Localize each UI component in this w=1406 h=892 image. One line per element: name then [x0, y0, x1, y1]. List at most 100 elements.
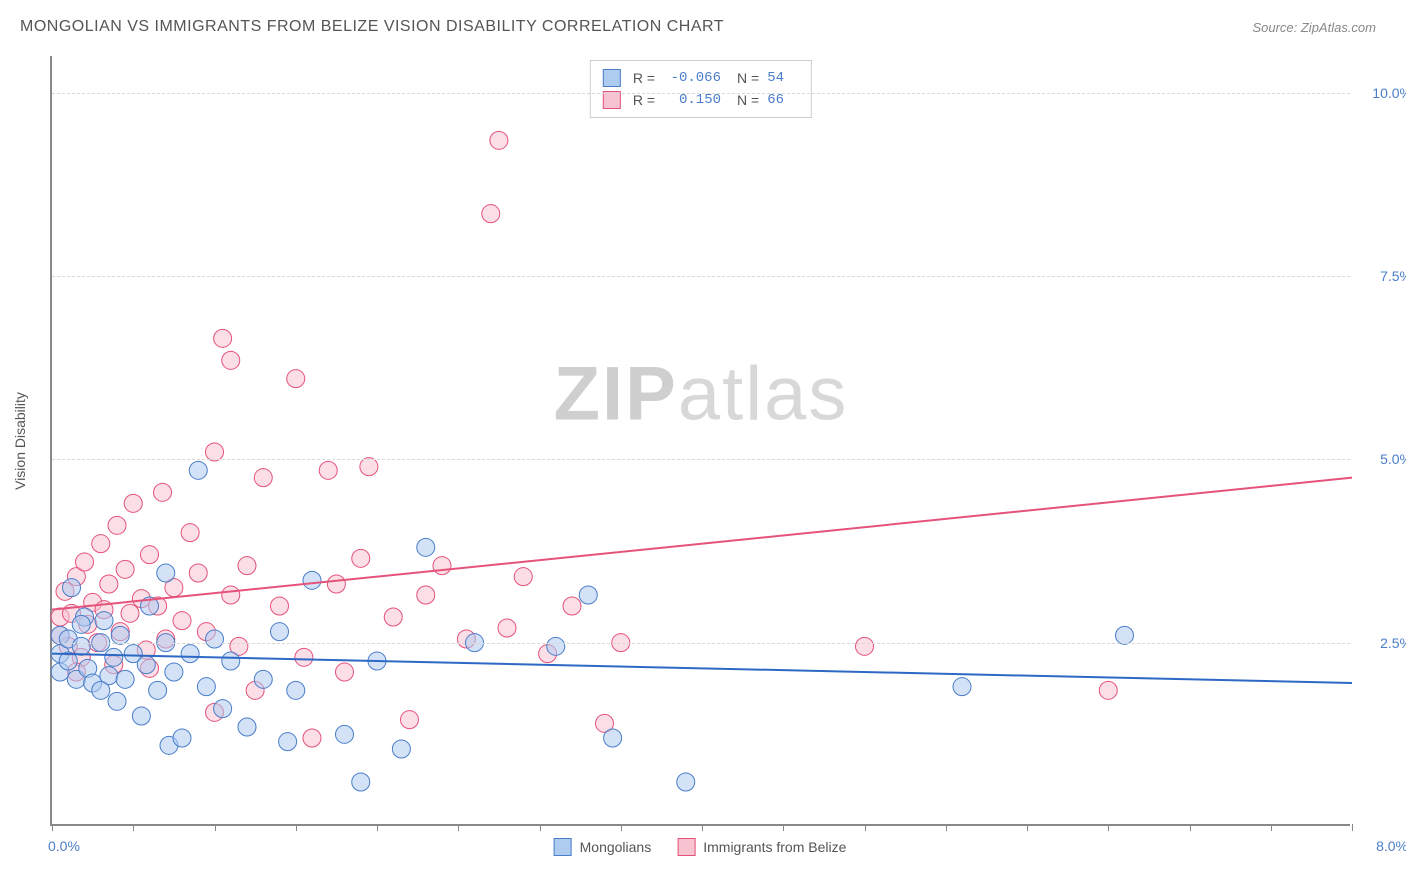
y-tick-label: 7.5% — [1357, 268, 1406, 284]
scatter-point — [121, 604, 139, 622]
scatter-point — [137, 656, 155, 674]
scatter-point — [303, 571, 321, 589]
scatter-point — [165, 663, 183, 681]
x-tick — [1352, 824, 1353, 831]
scatter-point — [72, 615, 90, 633]
x-tick — [540, 824, 541, 831]
scatter-point — [222, 586, 240, 604]
scatter-point — [498, 619, 516, 637]
scatter-point — [271, 597, 289, 615]
legend-r-label: R = — [633, 67, 655, 89]
legend-swatch — [603, 91, 621, 109]
scatter-point — [254, 469, 272, 487]
scatter-point — [490, 131, 508, 149]
x-tick — [133, 824, 134, 831]
x-tick — [215, 824, 216, 831]
scatter-point — [271, 623, 289, 641]
x-max-label: 8.0% — [1376, 838, 1406, 854]
scatter-point — [482, 205, 500, 223]
y-tick-label: 10.0% — [1357, 85, 1406, 101]
scatter-point — [63, 579, 81, 597]
x-min-label: 0.0% — [48, 838, 80, 854]
chart-title: MONGOLIAN VS IMMIGRANTS FROM BELIZE VISI… — [20, 18, 724, 36]
scatter-point — [132, 707, 150, 725]
scatter-point — [303, 729, 321, 747]
scatter-point — [401, 711, 419, 729]
plot-area: ZIPatlas R =-0.066N =54R =0.150N =66 2.5… — [50, 56, 1350, 826]
gridline — [52, 643, 1350, 644]
x-tick — [783, 824, 784, 831]
scatter-point — [72, 637, 90, 655]
scatter-point — [352, 773, 370, 791]
scatter-point — [111, 626, 129, 644]
legend-correlation-box: R =-0.066N =54R =0.150N =66 — [590, 60, 812, 118]
x-tick — [865, 824, 866, 831]
scatter-point — [677, 773, 695, 791]
legend-item: Mongolians — [554, 838, 652, 856]
legend-bottom: Mongolians Immigrants from Belize — [554, 838, 847, 856]
scatter-point — [92, 681, 110, 699]
y-tick-label: 5.0% — [1357, 451, 1406, 467]
scatter-point — [563, 597, 581, 615]
scatter-point — [856, 637, 874, 655]
scatter-point — [173, 729, 191, 747]
x-tick — [1027, 824, 1028, 831]
scatter-point — [116, 560, 134, 578]
scatter-point — [417, 586, 435, 604]
scatter-point — [392, 740, 410, 758]
gridline — [52, 93, 1350, 94]
scatter-point — [189, 564, 207, 582]
scatter-point — [214, 329, 232, 347]
scatter-point — [514, 568, 532, 586]
scatter-point — [417, 538, 435, 556]
scatter-point — [100, 575, 118, 593]
x-tick — [296, 824, 297, 831]
scatter-point — [604, 729, 622, 747]
scatter-point — [154, 483, 172, 501]
scatter-point — [287, 370, 305, 388]
scatter-point — [108, 692, 126, 710]
scatter-point — [116, 670, 134, 688]
legend-swatch — [603, 69, 621, 87]
scatter-point — [384, 608, 402, 626]
scatter-point — [222, 652, 240, 670]
scatter-point — [254, 670, 272, 688]
x-tick — [946, 824, 947, 831]
scatter-point — [287, 681, 305, 699]
legend-label: Mongolians — [580, 839, 652, 855]
scatter-point — [197, 678, 215, 696]
x-tick — [52, 824, 53, 831]
trend-line — [52, 478, 1352, 610]
scatter-point — [279, 733, 297, 751]
scatter-point — [173, 612, 191, 630]
scatter-point — [76, 553, 94, 571]
scatter-point — [360, 458, 378, 476]
scatter-point — [953, 678, 971, 696]
x-tick — [377, 824, 378, 831]
chart-svg-layer — [52, 56, 1352, 826]
legend-n-label: N = — [737, 67, 759, 89]
header-row: MONGOLIAN VS IMMIGRANTS FROM BELIZE VISI… — [0, 0, 1406, 44]
scatter-point — [124, 494, 142, 512]
legend-n-value: 54 — [767, 67, 799, 89]
scatter-point — [433, 557, 451, 575]
legend-correlation-row: R = -0.066 N = 54 — [603, 67, 799, 89]
gridline — [52, 459, 1350, 460]
legend-label: Immigrants from Belize — [703, 839, 846, 855]
x-tick — [1190, 824, 1191, 831]
scatter-point — [189, 461, 207, 479]
scatter-point — [295, 648, 313, 666]
x-tick — [458, 824, 459, 831]
scatter-point — [319, 461, 337, 479]
scatter-point — [238, 557, 256, 575]
scatter-point — [105, 648, 123, 666]
scatter-point — [141, 546, 159, 564]
x-tick — [1108, 824, 1109, 831]
legend-swatch — [554, 838, 572, 856]
scatter-point — [579, 586, 597, 604]
trend-line — [52, 654, 1352, 683]
x-tick — [702, 824, 703, 831]
legend-r-value: -0.066 — [663, 67, 721, 89]
scatter-point — [327, 575, 345, 593]
scatter-point — [206, 443, 224, 461]
